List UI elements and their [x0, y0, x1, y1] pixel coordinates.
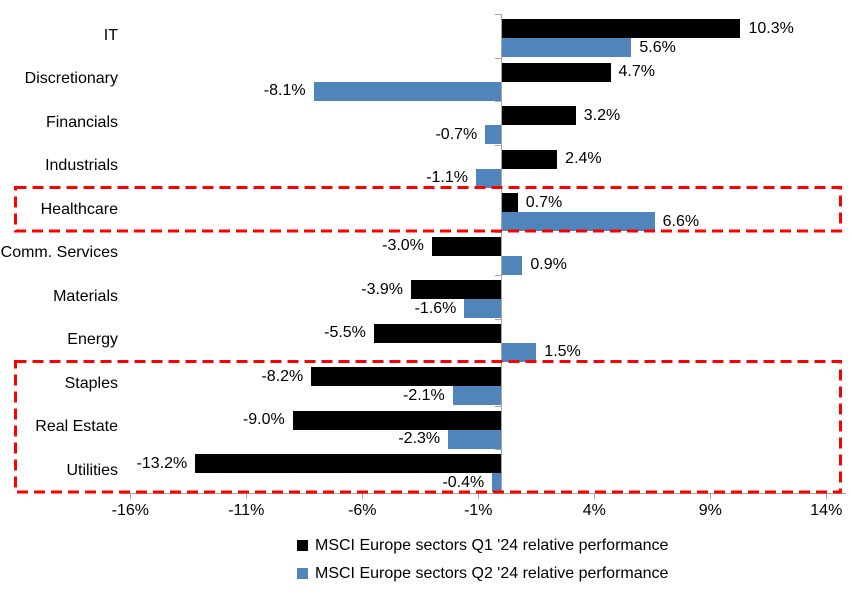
y-axis-tick [494, 449, 502, 450]
q1-legend-swatch-icon [297, 540, 308, 551]
x-tick-label-6: -6% [348, 502, 377, 519]
bar-q1-energy [373, 323, 502, 343]
bar-q1-it [501, 19, 741, 38]
y-axis-tick [494, 318, 502, 320]
bar-q2-real-estate [448, 429, 502, 449]
bar-q1-industrials [501, 149, 558, 169]
category-label-energy: Energy [67, 331, 118, 349]
legend-label-q1: MSCI Europe sectors Q1 '24 relative perf… [315, 537, 669, 554]
value-label-q2-healthcare: 6.6% [662, 212, 700, 230]
legend-item-q1: MSCI Europe sectors Q1 '24 relative perf… [297, 536, 668, 555]
x-tick-label-11: -11% [228, 502, 265, 519]
x-tick-label-14: 14% [810, 502, 843, 519]
x-axis-tick [478, 492, 480, 499]
category-label-discretionary: Discretionary [24, 70, 118, 88]
value-label-q2-real-estate: -2.3% [398, 430, 441, 447]
bar-q2-staples [452, 386, 502, 405]
category-label-healthcare: Healthcare [40, 200, 118, 218]
bar-q2-healthcare [501, 212, 655, 231]
bar-q1-discretionary [501, 62, 611, 82]
category-label-utilities: Utilities [66, 461, 118, 479]
x-axis-tick [130, 492, 132, 499]
category-label-comm-services: Comm. Services [0, 244, 118, 262]
value-label-q2-it: 5.6% [639, 38, 676, 56]
y-axis-tick [494, 405, 502, 407]
legend: MSCI Europe sectors Q1 '24 relative perf… [297, 536, 668, 583]
value-label-q1-energy: -5.5% [324, 324, 366, 341]
x-tick-label-9: 9% [698, 502, 722, 519]
category-label-financials: Financials [45, 113, 118, 131]
bar-q2-industrials [475, 168, 502, 188]
category-label-materials: Materials [53, 287, 118, 305]
bar-q2-materials [464, 299, 502, 318]
y-axis-tick [494, 231, 502, 233]
x-tick-label-4: 4% [582, 502, 606, 519]
value-label-q2-industrials: -1.1% [426, 169, 468, 186]
category-label-it: IT [103, 26, 118, 44]
y-axis-tick [494, 275, 502, 276]
bar-q1-staples [311, 367, 502, 386]
y-axis-tick [494, 144, 502, 146]
bar-q1-comm-services [431, 236, 502, 256]
value-label-q1-real-estate: -9.0% [242, 411, 285, 428]
value-label-q2-materials: -1.6% [414, 299, 457, 317]
x-axis-tick [826, 492, 828, 499]
bar-q2-energy [501, 342, 537, 362]
y-axis-tick [494, 14, 502, 15]
value-label-q1-staples: -8.2% [261, 367, 304, 385]
value-label-q1-industrials: 2.4% [565, 150, 602, 167]
y-axis-tick [494, 57, 502, 59]
value-label-q2-staples: -2.1% [402, 386, 445, 404]
bar-q1-utilities [195, 454, 502, 473]
value-label-q1-utilities: -13.2% [136, 454, 188, 472]
y-axis-line [501, 14, 502, 493]
bar-q1-real-estate [292, 410, 502, 430]
value-label-q1-materials: -3.9% [361, 280, 404, 298]
value-label-q1-healthcare: 0.7% [525, 193, 563, 211]
x-tick-label-1: -1% [464, 502, 493, 519]
y-axis-tick [494, 188, 502, 189]
x-axis-tick [710, 492, 712, 499]
bar-q2-financials [485, 125, 502, 144]
value-label-q1-it: 10.3% [748, 19, 794, 37]
x-tick-label-16: -16% [111, 502, 149, 519]
category-label-staples: Staples [64, 374, 118, 392]
bar-q2-it [501, 38, 632, 57]
legend-label-q2: MSCI Europe sectors Q2 '24 relative perf… [315, 565, 669, 582]
bar-q2-discretionary [313, 81, 502, 101]
value-label-q2-comm-services: 0.9% [530, 256, 567, 273]
value-label-q2-financials: -0.7% [435, 125, 478, 143]
x-axis-line [120, 492, 846, 494]
value-label-q1-discretionary: 4.7% [618, 63, 655, 80]
x-axis-tick [362, 492, 364, 499]
bar-q1-financials [501, 106, 576, 125]
x-axis-tick [246, 492, 248, 499]
x-axis-tick [594, 492, 596, 499]
category-label-industrials: Industrials [45, 157, 118, 175]
category-label-real-estate: Real Estate [35, 418, 118, 436]
bar-q1-healthcare [501, 193, 518, 212]
legend-item-q2: MSCI Europe sectors Q2 '24 relative perf… [297, 564, 668, 583]
y-axis-tick [494, 101, 502, 102]
q2-legend-swatch-icon [297, 568, 308, 579]
value-label-q2-energy: 1.5% [544, 343, 581, 360]
bar-q1-materials [411, 280, 502, 299]
value-label-q2-utilities: -0.4% [442, 473, 485, 491]
value-label-q2-discretionary: -8.1% [263, 82, 306, 99]
value-label-q1-comm-services: -3.0% [382, 237, 424, 254]
bar-q2-comm-services [501, 255, 523, 275]
highlight-box-healthcare [14, 186, 842, 233]
value-label-q1-financials: 3.2% [583, 106, 621, 124]
y-axis-tick [494, 362, 502, 363]
